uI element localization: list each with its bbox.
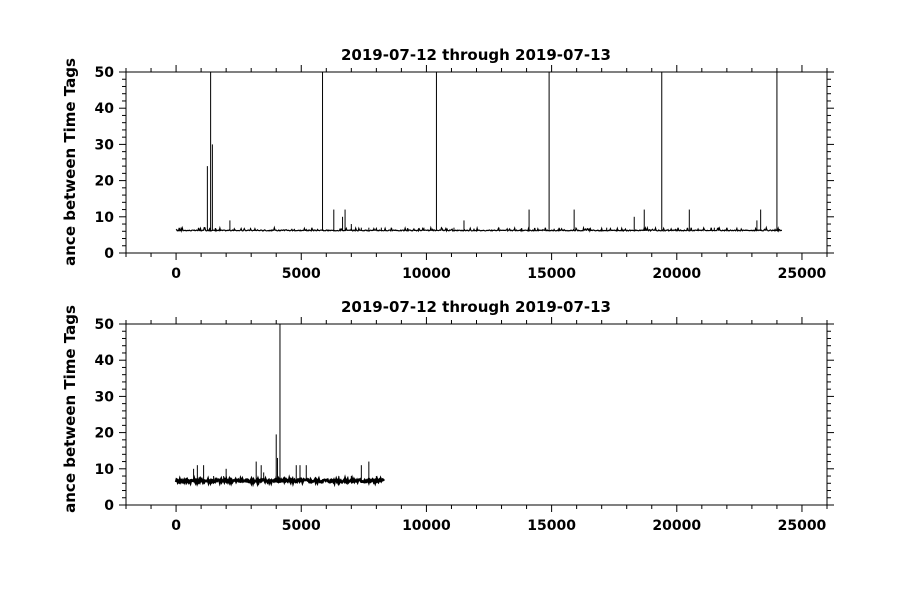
y-tick-label: 20 — [95, 174, 115, 190]
chart-title: 2019-07-12 through 2019-07-13 — [341, 298, 611, 316]
top-panel: 2019-07-12 through 2019-07-13 ance betwe… — [61, 46, 834, 282]
x-tick-label: 25000 — [778, 266, 827, 282]
series-line — [175, 225, 783, 233]
y-tick-label: 50 — [95, 317, 115, 333]
x-tick-label: 25000 — [778, 518, 827, 534]
plot-frame — [125, 323, 828, 506]
bottom-panel: 2019-07-12 through 2019-07-13 ance betwe… — [61, 298, 834, 534]
chart-title: 2019-07-12 through 2019-07-13 — [341, 46, 611, 64]
x-tick-label: 20000 — [652, 266, 701, 282]
y-tick-label: 10 — [95, 210, 115, 226]
x-tick-label: 10000 — [402, 266, 451, 282]
y-tick-label: 40 — [95, 353, 115, 369]
y-tick-label: 0 — [104, 498, 114, 514]
x-tick-label: 20000 — [652, 518, 701, 534]
y-tick-label: 30 — [95, 389, 115, 405]
y-tick-label: 30 — [95, 137, 115, 153]
y-tick-label: 40 — [95, 101, 115, 117]
y-tick-label: 0 — [104, 246, 114, 262]
y-tick-label: 10 — [95, 462, 115, 478]
x-tick-label: 15000 — [527, 518, 576, 534]
plot-frame — [125, 71, 828, 254]
x-tick-label: 10000 — [402, 518, 451, 534]
y-tick-label: 50 — [95, 65, 115, 81]
x-tick-label: 5000 — [282, 518, 321, 534]
x-tick-label: 0 — [171, 518, 181, 534]
series-line — [174, 474, 385, 488]
x-tick-label: 0 — [171, 266, 181, 282]
y-axis-label: ance between Time Tags — [61, 305, 79, 513]
y-tick-label: 20 — [95, 426, 115, 442]
x-tick-label: 15000 — [527, 266, 576, 282]
y-axis-label: ance between Time Tags — [61, 58, 79, 266]
x-tick-label: 5000 — [282, 266, 321, 282]
